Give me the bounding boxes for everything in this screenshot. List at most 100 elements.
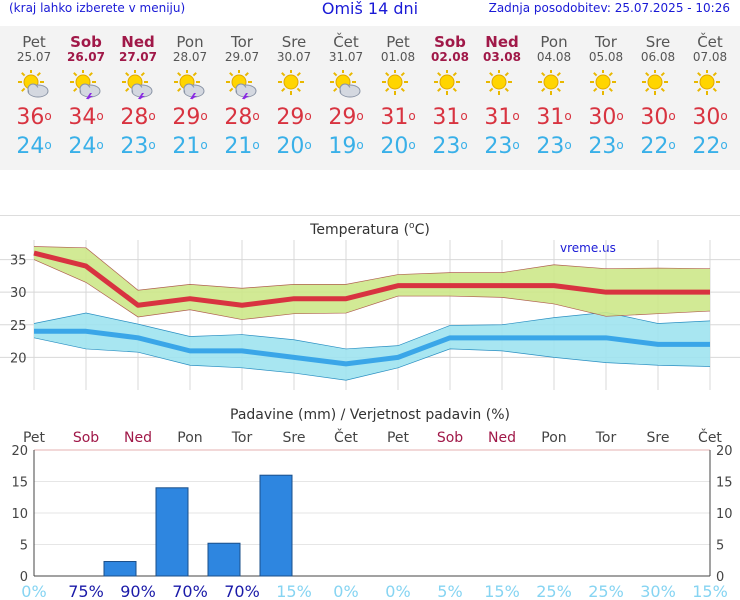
- day-date: 25.07: [16, 50, 52, 64]
- max-temp: 31o: [536, 105, 572, 130]
- daily-forecast-strip: Pet 25.07 36o 24o Sob 26.07 34o 24o Ned 27.07 28o 2…: [0, 26, 740, 170]
- day-date: 03.08: [483, 50, 521, 64]
- sun-icon: [382, 70, 408, 95]
- probability-label: 0%: [21, 582, 46, 600]
- menu-hint[interactable]: (kraj lahko izberete v meniju): [9, 1, 186, 15]
- y-tick-label-right: 15: [716, 476, 733, 491]
- y-tick-label-right: 10: [716, 507, 733, 522]
- day-name: Ned: [485, 33, 519, 51]
- day-name: Pet: [22, 33, 46, 51]
- sun-icon: [642, 70, 668, 95]
- day-name: Čet: [333, 33, 359, 51]
- probability-label: 75%: [68, 582, 104, 600]
- max-temp: 31o: [380, 105, 416, 130]
- min-temp: 23o: [484, 134, 520, 159]
- precipitation-bar: [259, 474, 293, 577]
- probability-label: 15%: [276, 582, 312, 600]
- probability-label: 25%: [588, 582, 624, 600]
- page-title: Omiš 14 dni: [321, 0, 419, 18]
- watermark: vreme.us: [560, 241, 616, 255]
- probability-label: 25%: [536, 582, 572, 600]
- day-date: 04.08: [536, 50, 572, 64]
- partly-cloudy-icon: [18, 70, 49, 98]
- y-tick-label-left: 0: [20, 570, 28, 585]
- max-range-band: [34, 246, 710, 320]
- day-date: 02.08: [431, 50, 469, 64]
- x-category-label: Tor: [231, 430, 253, 446]
- max-temp: 36o: [16, 105, 52, 130]
- probability-label: 0%: [385, 582, 410, 600]
- max-temp: 30o: [692, 105, 728, 130]
- max-temp: 31o: [432, 105, 468, 130]
- day-column: Sob 26.07 34o 24o: [60, 34, 112, 160]
- day-column: Ned 03.08 31o 23o: [476, 34, 528, 160]
- min-temp: 22o: [640, 134, 676, 159]
- max-temp: 29o: [328, 105, 364, 130]
- precipitation-bar: [207, 542, 241, 577]
- min-lower-edge: [33, 337, 711, 381]
- x-category-label: Pon: [541, 430, 566, 446]
- day-name: Pet: [386, 33, 410, 51]
- y-tick-label: 25: [10, 319, 27, 334]
- min-temp: 20o: [276, 134, 312, 159]
- x-category-label: Sre: [647, 430, 670, 446]
- day-column: Sre 30.07 29o 20o: [268, 34, 320, 160]
- day-column: Pet 25.07 36o 24o: [8, 34, 60, 160]
- partly-cloudy-icon: [330, 70, 361, 98]
- min-temp: 20o: [380, 134, 416, 159]
- y-tick-label-right: 20: [716, 444, 733, 459]
- max-temp: 28o: [224, 105, 260, 130]
- x-category-label: Pet: [23, 430, 46, 446]
- min-range-band: [34, 312, 710, 381]
- min-temp: 23o: [536, 134, 572, 159]
- day-column: Čet 07.08 30o 22o: [684, 34, 736, 160]
- min-temp: 22o: [692, 134, 728, 159]
- probability-label: 0%: [333, 582, 358, 600]
- precipitation-bar: [103, 561, 137, 577]
- y-tick-label: 30: [10, 286, 27, 301]
- min-temp-line: [34, 328, 710, 367]
- max-upper-edge: [33, 246, 711, 291]
- max-temp-line: [33, 250, 710, 308]
- day-column: Pon 28.07 29o 21o: [164, 34, 216, 160]
- min-temp: 19o: [328, 134, 364, 159]
- max-temp: 31o: [484, 105, 520, 130]
- max-temp: 29o: [172, 105, 208, 130]
- y-tick-label: 35: [10, 254, 27, 269]
- min-temp: 24o: [68, 134, 104, 159]
- max-temp: 29o: [276, 105, 312, 130]
- sun-icon: [486, 70, 512, 95]
- x-category-label: Sre: [283, 430, 306, 446]
- x-category-label: Čet: [698, 428, 722, 446]
- min-temp: 21o: [172, 134, 208, 159]
- x-category-label: Pon: [177, 430, 202, 446]
- day-column: Čet 31.07 29o 19o: [320, 34, 372, 160]
- probability-label: 30%: [640, 582, 676, 600]
- thunderstorm-icon: [226, 70, 257, 100]
- day-name: Sre: [645, 33, 671, 51]
- day-name: Tor: [595, 33, 617, 51]
- probability-label: 5%: [437, 582, 462, 600]
- day-column: Sob 02.08 31o 23o: [424, 34, 476, 160]
- day-date: 06.08: [640, 50, 676, 64]
- precipitation-chart: Padavine (mm) / Verjetnost padavin (%) P…: [11, 407, 733, 600]
- x-category-label: Sob: [437, 430, 463, 446]
- min-temp: 23o: [588, 134, 624, 159]
- day-column: Pet 01.08 31o 20o: [372, 34, 424, 160]
- max-temp: 28o: [120, 105, 156, 130]
- day-name: Sre: [281, 33, 307, 51]
- max-lower-edge: [33, 259, 711, 320]
- last-update: Zadnja posodobitev: 25.07.2025 - 10:26: [488, 1, 730, 15]
- day-name: Sob: [70, 33, 102, 51]
- day-name: Pon: [176, 33, 204, 51]
- probability-label: 70%: [172, 582, 208, 600]
- day-date: 01.08: [380, 50, 416, 64]
- y-tick-label-left: 5: [20, 539, 28, 554]
- sun-icon: [278, 70, 304, 95]
- day-date: 31.07: [328, 50, 364, 64]
- max-temp: 30o: [640, 105, 676, 130]
- day-date: 28.07: [172, 50, 208, 64]
- thunderstorm-icon: [122, 70, 153, 100]
- day-column: Tor 05.08 30o 23o: [580, 34, 632, 160]
- min-temp: 24o: [16, 134, 52, 159]
